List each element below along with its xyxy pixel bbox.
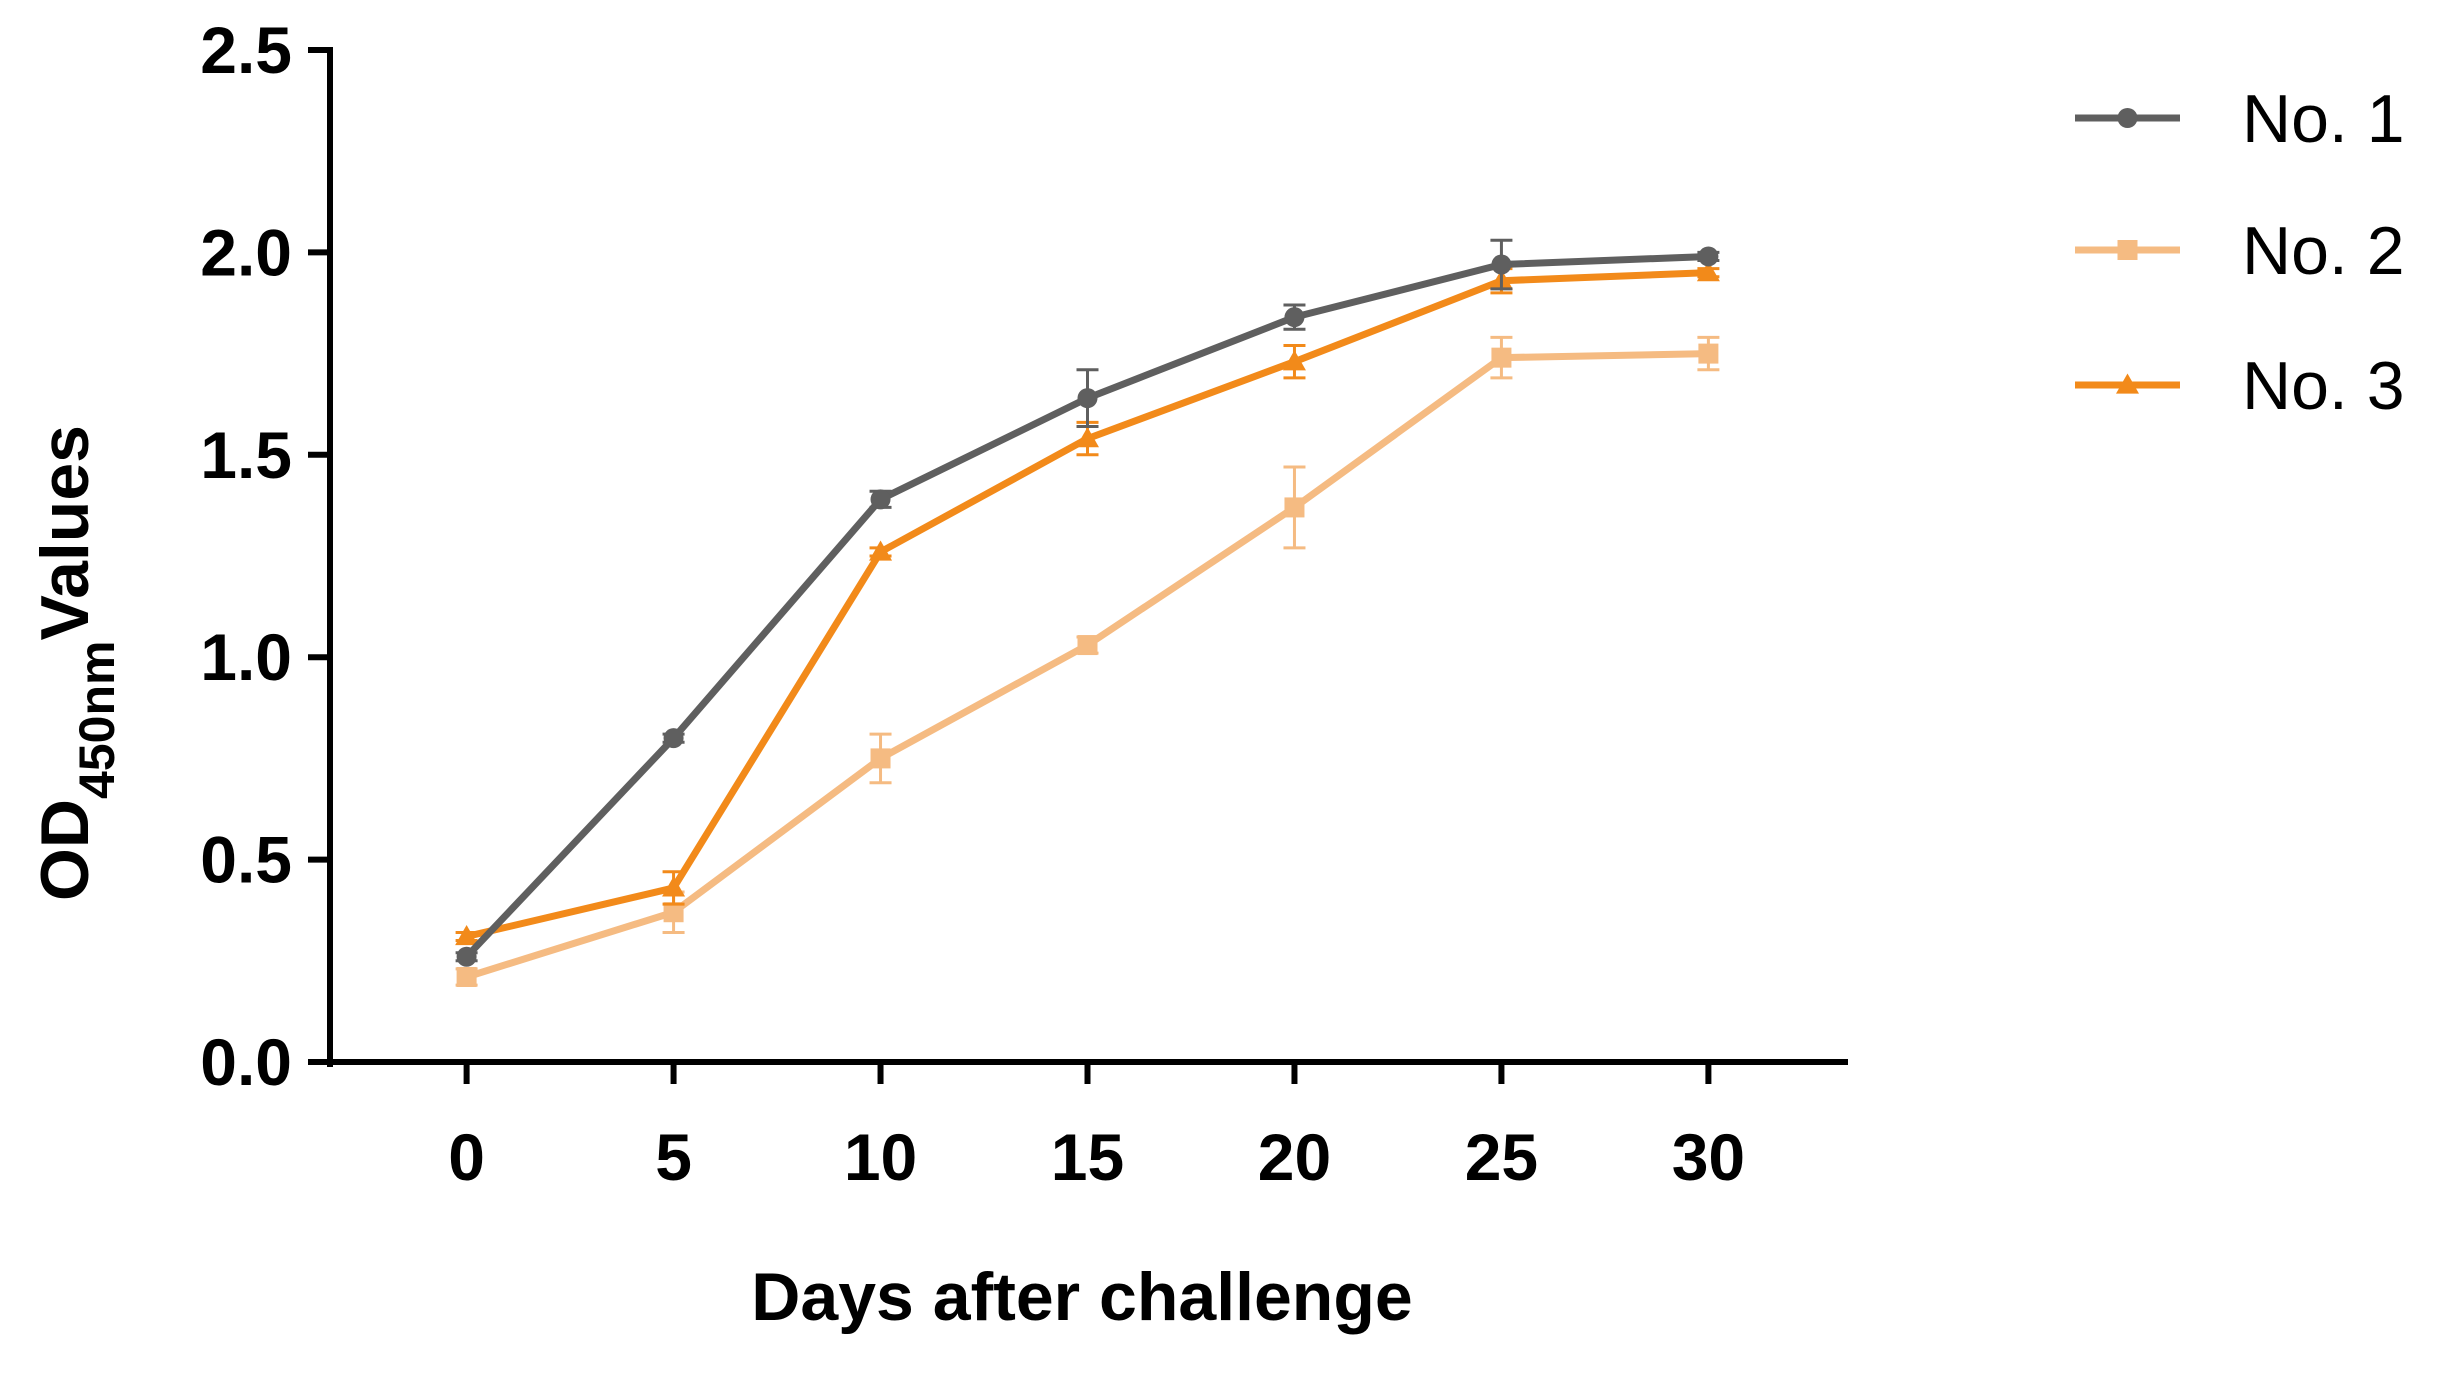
y-axis-title: OD450nmValues <box>27 425 125 901</box>
x-axis-title: Days after challenge <box>751 1259 1412 1335</box>
data-point <box>663 728 684 749</box>
series-2 <box>455 335 1720 987</box>
y-axis-title-subscript: 450nm <box>69 641 125 799</box>
series-1 <box>455 238 1720 967</box>
data-point <box>1076 427 1099 448</box>
series-3 <box>455 261 1720 946</box>
series-line <box>464 252 1709 960</box>
data-point <box>1284 307 1305 328</box>
data-point <box>2116 373 2139 394</box>
axes: 0.0 0.5 1.0 1.5 2.0 2.5 0 5 10 15 20 25 30 <box>200 13 1848 1194</box>
data-point <box>1698 343 1719 364</box>
legend-label: No. 3 <box>2242 348 2405 424</box>
data-point <box>455 925 479 946</box>
data-point <box>1491 254 1512 275</box>
legend-label: No. 2 <box>2242 213 2405 289</box>
data-point <box>869 540 893 561</box>
plot-area <box>455 238 1720 987</box>
data-point <box>2117 240 2138 260</box>
legend-item-3: No. 3 <box>2075 348 2405 424</box>
y-tick-label: 2.0 <box>200 215 292 289</box>
y-tick-label: 0.0 <box>200 1025 292 1099</box>
y-axis-title-suffix: Values <box>27 425 103 641</box>
data-point <box>870 489 891 510</box>
y-tick-label: 0.5 <box>200 823 292 897</box>
data-point <box>1696 261 1720 282</box>
legend-item-1: No. 1 <box>2075 81 2405 157</box>
x-tick-label: 20 <box>1258 1120 1331 1194</box>
data-point <box>870 748 891 769</box>
data-point <box>1282 350 1306 371</box>
data-point <box>2117 108 2138 128</box>
y-axis-title-main: OD <box>27 799 103 901</box>
data-point <box>1077 635 1098 656</box>
x-tick-label: 5 <box>655 1120 692 1194</box>
legend-label: No. 1 <box>2242 81 2405 157</box>
legend-item-2: No. 2 <box>2075 213 2405 289</box>
y-tick-label: 2.5 <box>200 13 292 87</box>
data-point <box>1284 497 1305 518</box>
x-tick-label: 25 <box>1465 1120 1538 1194</box>
data-point <box>1698 246 1719 267</box>
x-tick-label: 10 <box>844 1120 917 1194</box>
data-point <box>662 876 686 897</box>
data-point <box>456 966 477 987</box>
legend: No. 1 No. 2 No. 3 <box>2075 81 2405 424</box>
data-point <box>1491 347 1512 368</box>
data-point <box>1077 388 1098 409</box>
data-point <box>663 902 684 923</box>
data-point <box>456 946 477 967</box>
y-tick-label: 1.5 <box>200 418 292 492</box>
x-tick-label: 0 <box>448 1120 485 1194</box>
x-tick-label: 15 <box>1051 1120 1124 1194</box>
x-tick-label: 30 <box>1672 1120 1745 1194</box>
y-tick-label: 1.0 <box>200 620 292 694</box>
